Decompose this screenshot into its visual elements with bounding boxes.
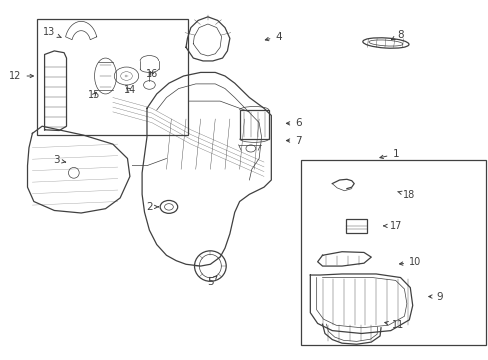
Text: 15: 15 — [88, 90, 101, 100]
Text: 10: 10 — [399, 257, 421, 267]
Text: 18: 18 — [397, 190, 415, 200]
Text: 13: 13 — [43, 27, 61, 37]
Bar — [37, 19, 188, 135]
Text: 8: 8 — [391, 30, 403, 40]
Text: 2: 2 — [146, 202, 158, 212]
Text: 12: 12 — [9, 71, 33, 81]
Bar — [239, 110, 268, 139]
Text: 3: 3 — [53, 155, 65, 165]
Text: 6: 6 — [286, 118, 301, 128]
Bar — [345, 219, 366, 233]
Text: 1: 1 — [379, 149, 398, 159]
Text: 5: 5 — [206, 276, 217, 287]
Text: 4: 4 — [265, 32, 282, 41]
Text: 11: 11 — [384, 320, 404, 330]
Text: 14: 14 — [123, 85, 136, 95]
Text: 16: 16 — [145, 69, 158, 79]
Bar — [300, 160, 485, 345]
Text: 9: 9 — [428, 292, 442, 302]
Text: 17: 17 — [383, 221, 401, 231]
Text: 7: 7 — [286, 136, 301, 145]
